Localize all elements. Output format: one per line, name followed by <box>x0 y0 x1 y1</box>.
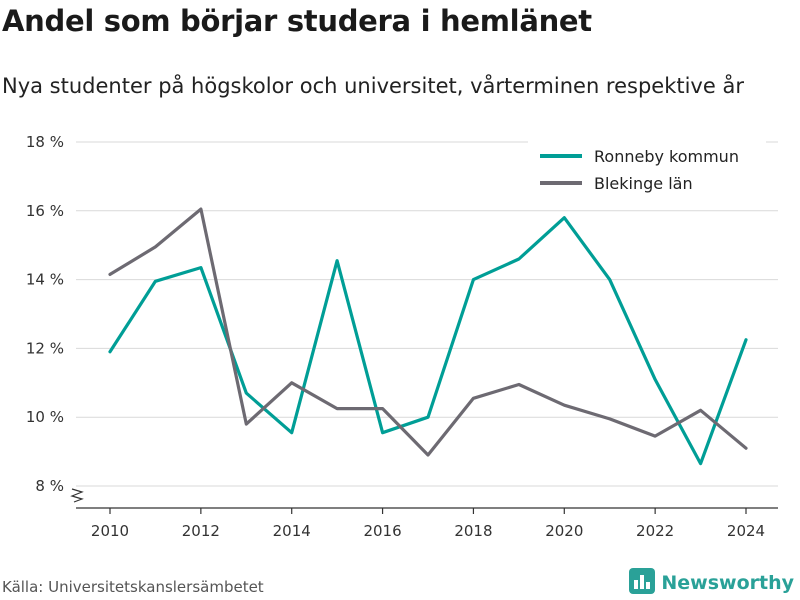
series-line-ronneby <box>108 216 748 466</box>
x-tick-label: 2022 <box>636 522 674 540</box>
axis-break-icon <box>70 488 84 503</box>
source-note: Källa: Universitetskanslersämbetet <box>2 578 264 596</box>
brand-name: Newsworthy <box>661 572 794 594</box>
series-line-blekinge <box>108 207 748 457</box>
bar-chart-logo-icon <box>629 568 656 598</box>
y-tick-label: 14 % <box>26 271 64 289</box>
legend-background <box>528 138 766 204</box>
chart-title: Andel som börjar studera i hemlänet <box>2 4 592 38</box>
x-tick-label: 2012 <box>182 522 220 540</box>
x-tick-label: 2016 <box>363 522 401 540</box>
x-tick-label: 2010 <box>91 522 129 540</box>
y-tick-label: 12 % <box>26 339 64 357</box>
x-tick-label: 2014 <box>273 522 311 540</box>
brand: Newsworthy <box>629 568 794 598</box>
y-tick-label: 16 % <box>26 202 64 220</box>
y-tick-label: 18 % <box>26 133 64 151</box>
y-tick-label: 10 % <box>26 408 64 426</box>
x-tick-label: 2020 <box>545 522 583 540</box>
legend-label-ronneby: Ronneby kommun <box>594 147 739 166</box>
axis-layer: 8 % 10 % 12 % 14 % 16 % 18 % 2010 2012 2014 2016 2… <box>26 133 778 540</box>
legend: Ronneby kommun Blekinge län <box>528 138 766 204</box>
x-tick-label: 2024 <box>727 522 765 540</box>
series-layer <box>108 207 748 466</box>
legend-label-blekinge: Blekinge län <box>594 174 693 193</box>
chart-subtitle: Nya studenter på högskolor och universit… <box>2 74 744 98</box>
x-tick-label: 2018 <box>454 522 492 540</box>
y-tick-label: 8 % <box>35 477 64 495</box>
